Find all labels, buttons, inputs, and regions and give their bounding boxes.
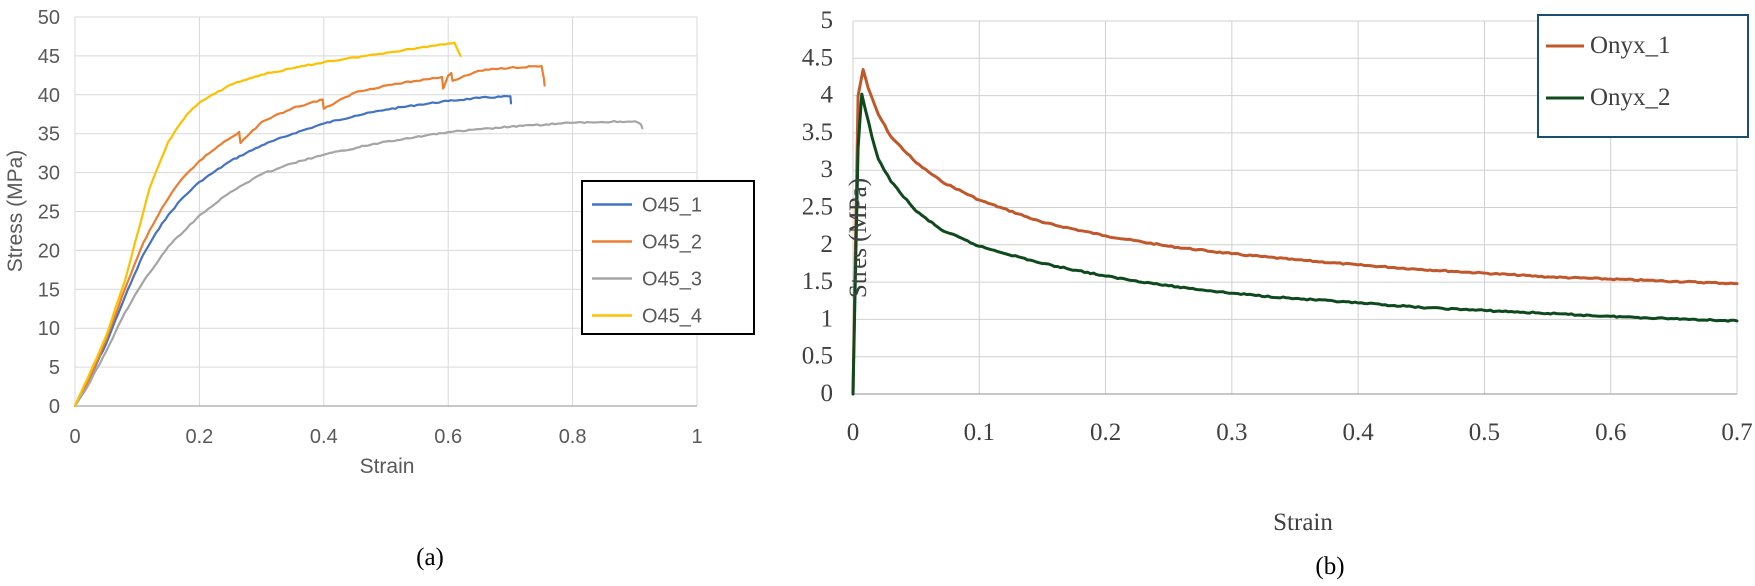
chart-b-series-onyx_2 <box>851 92 1739 396</box>
chart-a-legend-label: O45_3 <box>642 269 702 291</box>
chart-b-series-onyx_1 <box>851 68 1739 396</box>
chart-a-y-tick-label: 0 <box>49 396 60 418</box>
chart-a-legend-label: O45_2 <box>642 232 702 254</box>
chart-a-x-tick-label: 0.4 <box>310 426 338 448</box>
chart-b-x-tick-label: 0.6 <box>1595 419 1626 446</box>
chart-a-y-tick-label: 5 <box>49 357 60 379</box>
chart-b: 0 0.1 0.2 0.3 0.4 0.5 0.6 0.7 0 0.5 1 1.5 2 2.5 3 3.5 4 4… <box>802 7 1753 580</box>
chart-a-y-tick-label: 35 <box>38 124 60 146</box>
chart-a-x-axis-title: Strain <box>360 455 415 478</box>
chart-a-x-tick-label: 0.2 <box>185 426 213 448</box>
chart-b-y-tick-label: 0.5 <box>802 343 833 370</box>
chart-a-y-tick-label: 15 <box>38 279 60 301</box>
chart-b-y-tick-label: 2.5 <box>802 194 833 221</box>
chart-b-y-tick-label: 4 <box>821 82 834 109</box>
chart-a-legend: O45_1 O45_2 O45_3 O45_4 <box>581 180 755 335</box>
chart-b-y-tick-label: 4.5 <box>802 44 833 71</box>
chart-b-y-tick-label: 1.5 <box>802 268 833 295</box>
chart-a-y-tick-label: 40 <box>38 85 60 107</box>
chart-b-x-tick-label: 0.2 <box>1090 419 1121 446</box>
chart-b-x-tick-label: 0.3 <box>1216 419 1247 446</box>
chart-b-x-axis-title: Strain <box>1273 509 1333 536</box>
chart-b-y-tick-label: 3.5 <box>802 119 833 146</box>
chart-a-legend-items: O45_1 O45_2 O45_3 O45_4 <box>592 195 702 328</box>
chart-b-legend-items: Onyx_1 Onyx_2 <box>1546 32 1671 111</box>
chart-b-x-tick-label: 0.7 <box>1721 419 1752 446</box>
chart-a-legend-label: O45_4 <box>642 306 702 328</box>
chart-b-legend-label: Onyx_1 <box>1590 32 1671 59</box>
chart-b-series <box>851 68 1739 396</box>
chart-a-series-o45_4 <box>73 41 462 408</box>
chart-a-x-tick-label: 0.8 <box>559 426 587 448</box>
chart-b-y-tick-label: 1 <box>821 305 834 332</box>
chart-a-y-tick-label: 45 <box>38 46 60 68</box>
chart-b-y-tick-label: 2 <box>821 231 834 258</box>
chart-b-x-tick-label: 0.4 <box>1343 419 1375 446</box>
chart-a-y-tick-label: 50 <box>38 7 60 29</box>
chart-b-legend-label: Onyx_2 <box>1590 84 1671 111</box>
chart-b-x-tick-label: 0.5 <box>1469 419 1500 446</box>
chart-a-caption: (a) <box>416 544 444 571</box>
chart-b-y-axis-title: Stres (MPa) <box>845 178 872 298</box>
chart-a-series-o45_2 <box>73 64 546 408</box>
chart-b-x-tick-label: 0.1 <box>964 419 995 446</box>
chart-a-y-tick-label: 10 <box>38 318 60 340</box>
chart-b-x-tick-label: 0 <box>847 419 860 446</box>
chart-a-y-tick-label: 25 <box>38 202 60 224</box>
chart-a-x-tick-label: 1 <box>691 426 702 448</box>
chart-a-x-tick-label: 0 <box>69 426 80 448</box>
chart-b-legend-box <box>1537 14 1749 138</box>
chart-a-y-axis-title: Stress (MPa) <box>4 150 27 273</box>
chart-b-y-tick-label: 0 <box>821 380 834 407</box>
chart-a-legend-label: O45_1 <box>642 195 702 217</box>
chart-a-series-o45_1 <box>73 94 513 408</box>
chart-a-y-tick-label: 20 <box>38 240 60 262</box>
chart-a-legend-box <box>581 180 755 335</box>
chart-a-series-o45_3 <box>73 120 644 408</box>
chart-b-caption: (b) <box>1315 553 1344 580</box>
chart-b-y-tick-label: 5 <box>821 7 834 34</box>
chart-a-x-tick-label: 0.6 <box>434 426 462 448</box>
chart-a-series <box>73 41 644 408</box>
chart-a-y-tick-label: 30 <box>38 163 60 185</box>
chart-a-grid <box>74 16 698 407</box>
chart-b-legend: Onyx_1 Onyx_2 <box>1537 14 1749 138</box>
chart-b-y-tick-label: 3 <box>821 156 834 183</box>
chart-b-tick-labels: 0 0.1 0.2 0.3 0.4 0.5 0.6 0.7 0 0.5 1 1.5 2 2.5 3 3.5 4 4… <box>802 7 1753 446</box>
